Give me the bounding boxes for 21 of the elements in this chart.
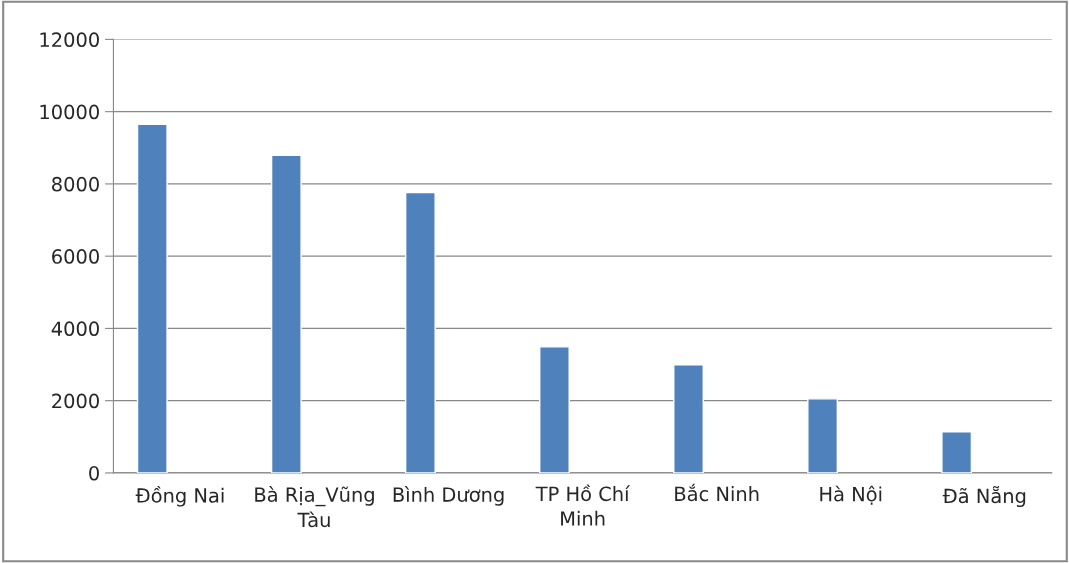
x-tick-label: Bà Rịa_Vũng Tàu [255, 486, 374, 528]
y-tick-label: 2000 [52, 393, 99, 409]
bar [136, 123, 168, 473]
y-tick-label: 8000 [52, 176, 99, 192]
bar [941, 431, 973, 473]
bar [807, 398, 839, 473]
y-tick-label: 0 [89, 465, 99, 481]
x-tick-label: Bình Dương [393, 486, 504, 506]
x-tick-label: Hà Nội [820, 485, 882, 505]
y-tick-label: 6000 [52, 249, 99, 264]
bar [404, 191, 436, 473]
bar [270, 154, 302, 473]
bar [673, 364, 704, 473]
x-tick-label: TP Hồ Chí Minh [535, 484, 631, 526]
y-tick-label: 12000 [40, 32, 99, 48]
x-tick-label: Đã Nẵng [942, 486, 1026, 508]
x-tick-label: Đồng Nai [135, 486, 224, 507]
x-tick-label: Bắc Ninh [675, 483, 759, 502]
y-tick-label: 4000 [51, 321, 99, 337]
bar [539, 346, 570, 473]
y-tick-label: 10000 [40, 104, 99, 120]
